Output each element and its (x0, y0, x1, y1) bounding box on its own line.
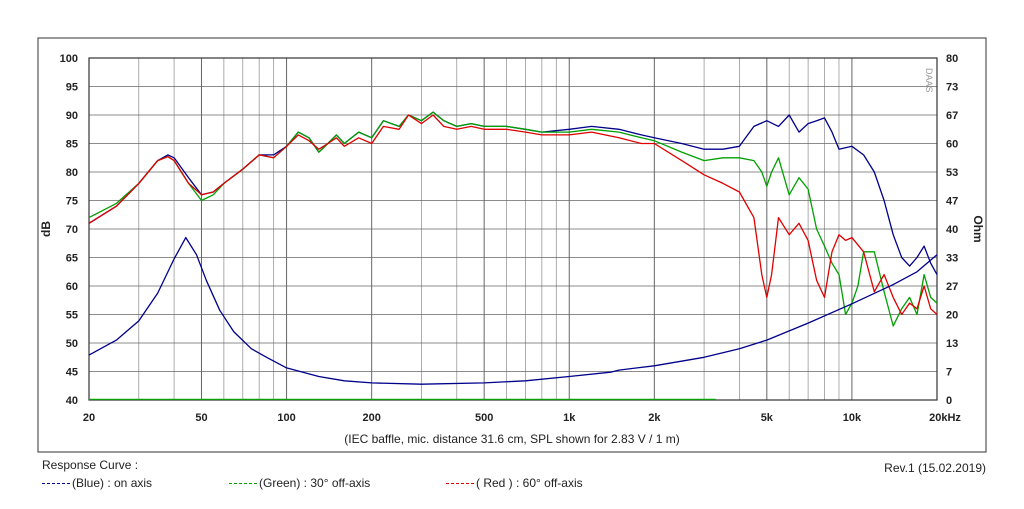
legend-label-blue: (Blue) : on axis (72, 476, 153, 490)
legend-title: Response Curve : (42, 458, 139, 472)
series-line-60-off-axis (88, 114, 938, 316)
legend-swatch-blue (42, 482, 70, 484)
y-tick-label: 45 (66, 367, 78, 379)
revision-label: Rev.1 (15.02.2019) (884, 461, 986, 475)
legend-label-red: ( Red ) : 60° off-axis (476, 476, 583, 490)
legend-item-red: ( Red ) : 60° off-axis (446, 476, 583, 490)
y-tick-label: 90 (66, 110, 78, 122)
x-tick-label: 100 (277, 412, 295, 424)
y2-tick-label: 20 (946, 310, 958, 322)
x-tick-label: 5k (761, 412, 774, 424)
y2-tick-label: 60 (946, 139, 958, 151)
y-tick-label: 70 (66, 224, 78, 236)
series-lines (88, 111, 938, 400)
series-line-impedance (88, 236, 938, 385)
x-tick-label: 500 (475, 412, 493, 424)
y-tick-label: 100 (60, 53, 78, 65)
x-tick-label: 50 (195, 412, 207, 424)
y2-axis-title: Ohm (971, 215, 985, 242)
y2-tick-label: 0 (946, 395, 952, 407)
grid (88, 57, 938, 401)
tick-labels: 20 50 100 200 500 1k 2k 5k 10k 20kHz4045505560657… (60, 53, 962, 424)
y2-tick-label: 40 (946, 224, 958, 236)
y-tick-label: 95 (66, 82, 78, 94)
y-tick-label: 40 (66, 395, 78, 407)
y-tick-label: 80 (66, 167, 78, 179)
legend-item-green: (Green) : 30° off-axis (229, 476, 370, 490)
chart-caption: (IEC baffle, mic. distance 31.6 cm, SPL … (344, 432, 679, 446)
y2-tick-label: 53 (946, 167, 958, 179)
x-tick-label: 20kHz (929, 412, 961, 424)
legend-swatch-green (229, 482, 257, 484)
x-tick-label: 10k (843, 412, 862, 424)
x-tick-label: 1k (563, 412, 576, 424)
legend-swatch-red (446, 482, 474, 484)
x-tick-label: 20 (83, 412, 95, 424)
y2-tick-label: 47 (946, 196, 958, 208)
x-tick-label: 2k (648, 412, 661, 424)
y-tick-label: 60 (66, 281, 78, 293)
y-tick-label: 50 (66, 338, 78, 350)
y-tick-label: 55 (66, 310, 78, 322)
y2-tick-label: 67 (946, 110, 958, 122)
y2-tick-label: 73 (946, 82, 958, 94)
y2-tick-label: 13 (946, 338, 958, 350)
x-tick-label: 200 (362, 412, 380, 424)
y2-tick-label: 80 (946, 53, 958, 65)
y-tick-label: 75 (66, 196, 78, 208)
y2-tick-label: 7 (946, 367, 952, 379)
plot-border (88, 57, 938, 401)
legend-item-blue: (Blue) : on axis (42, 476, 152, 490)
chart-frame (37, 37, 987, 453)
y-tick-label: 65 (66, 253, 78, 265)
series-line-30-off-axis (88, 111, 938, 327)
y2-tick-label: 33 (946, 253, 958, 265)
legend-label-green: (Green) : 30° off-axis (259, 476, 371, 490)
watermark: DAAS (924, 68, 934, 93)
y2-tick-label: 27 (946, 281, 958, 293)
y-tick-label: 85 (66, 139, 78, 151)
y-axis-title: dB (39, 221, 53, 237)
